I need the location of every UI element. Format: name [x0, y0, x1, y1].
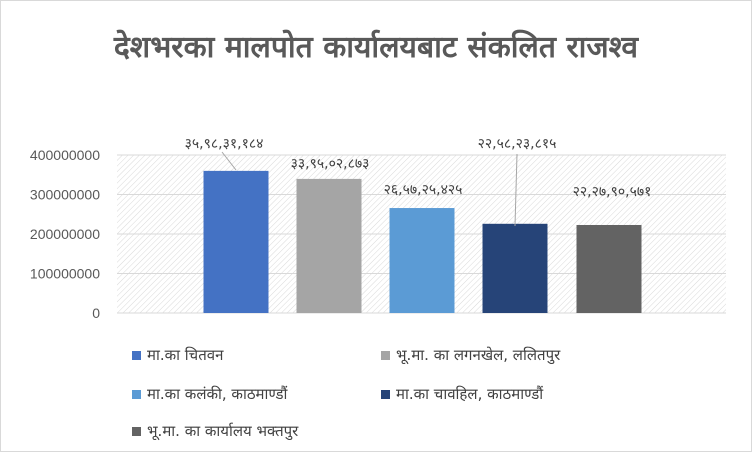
legend-swatch	[132, 350, 141, 360]
legend-item: मा.का चावहिल, काठमाण्डौं	[381, 384, 543, 404]
y-tick-label: 400000000	[30, 147, 100, 163]
data-label: ३५,९८,३१,१८४	[185, 136, 264, 152]
data-labels: ३५,९८,३१,१८४ ३३,९५,०२,८७३ २६,५७,२५,४२५ २२,५…	[185, 136, 652, 227]
bar	[389, 208, 455, 313]
y-tick-label: 0	[92, 305, 100, 321]
bar	[482, 223, 548, 313]
legend-label: मा.का चावहिल, काठमाण्डौं	[396, 385, 544, 403]
leader-line	[514, 153, 518, 227]
chart-title: देशभरका मालपोत कार्यालयबाट संकलित राजश्व	[113, 30, 639, 65]
y-tick-label: 300000000	[30, 187, 100, 203]
legend-swatch	[381, 350, 390, 360]
data-label: ३३,९५,०२,८७३	[291, 156, 370, 172]
bars	[203, 170, 642, 313]
legend-label: भू.मा. का कार्यालय भक्तपुर	[147, 422, 299, 440]
data-label: २२,५८,२३,८१५	[478, 136, 557, 152]
legend-swatch	[132, 389, 141, 399]
data-label: २६,५७,२५,४२५	[384, 182, 463, 198]
legend-item: भू.मा. का लगनखेल, ललितपुर	[381, 345, 560, 365]
leader-line	[221, 151, 237, 171]
y-tick-label: 100000000	[30, 266, 100, 282]
legend-label: भू.मा. का लगनखेल, ललितपुर	[396, 346, 561, 364]
legend-item: मा.का कलंकी, काठमाण्डौं	[132, 384, 287, 404]
y-tick-label: 200000000	[30, 226, 100, 242]
bar	[576, 224, 642, 313]
legend-item: भू.मा. का कार्यालय भक्तपुर	[132, 421, 298, 441]
legend-swatch	[381, 389, 390, 399]
legend-label: मा.का चितवन	[147, 346, 224, 364]
legend-swatch	[132, 426, 141, 436]
legend-label: मा.का कलंकी, काठमाण्डौं	[147, 385, 288, 403]
y-axis: 0 100000000 200000000 300000000 400000000	[30, 147, 100, 321]
bar	[203, 170, 269, 313]
bar	[296, 178, 362, 313]
legend-item: मा.का चितवन	[132, 345, 223, 365]
data-label: २२,२७,९०,५७१	[573, 184, 652, 200]
